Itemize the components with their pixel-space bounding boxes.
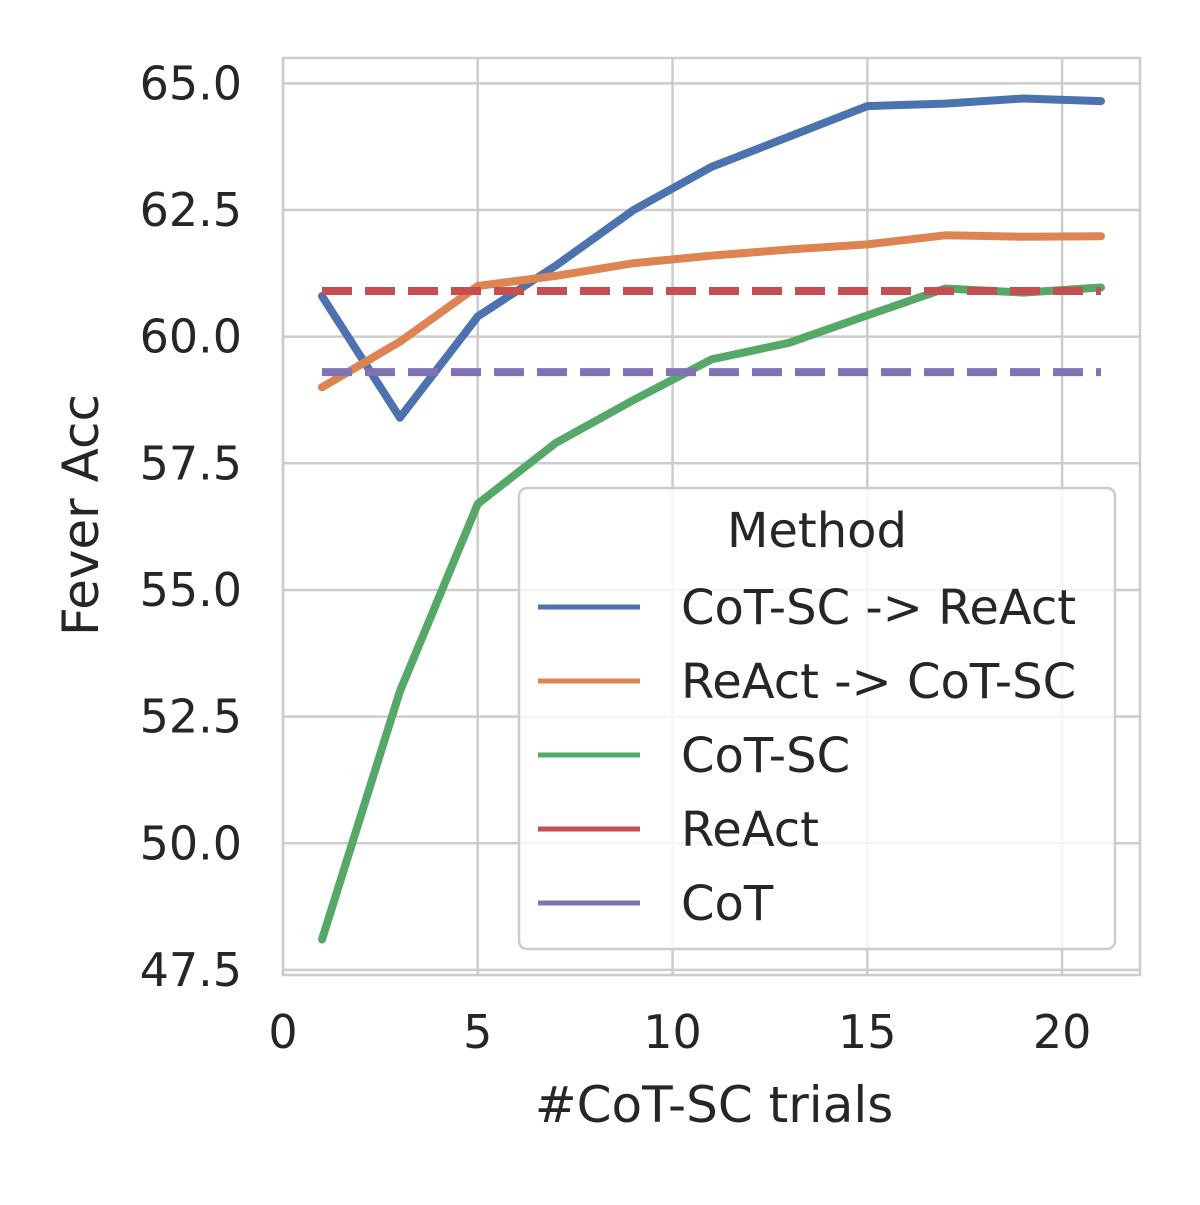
legend-box	[517, 486, 1117, 951]
x-tick-label: 15	[838, 1005, 897, 1059]
legend-label: ReAct -> CoT-SC	[681, 654, 1076, 710]
y-tick-labels: 47.5 50.0 52.5 55.0 57.5 60.0 62.5 65.0	[140, 56, 242, 997]
y-tick-label: 52.5	[140, 690, 242, 744]
y-tick-label: 55.0	[140, 563, 242, 617]
y-tick-label: 60.0	[140, 310, 242, 364]
legend-label: CoT-SC	[681, 728, 850, 784]
y-tick-label: 57.5	[140, 436, 242, 490]
series-line-1	[318, 231, 1105, 392]
plot-frame	[281, 56, 1142, 977]
x-tick-labels: 0 5 10 15 20	[268, 1005, 1091, 1059]
legend-items: CoT-SC -> ReAct ReAct -> CoT-SC CoT-SC ReAc…	[538, 580, 1076, 932]
series-layer	[318, 94, 1105, 944]
x-tick-label: 5	[463, 1005, 492, 1059]
y-tick-label: 50.0	[140, 816, 242, 870]
legend-label: CoT	[681, 876, 774, 932]
legend-label: CoT-SC -> ReAct	[681, 580, 1076, 636]
y-axis-label: Fever Acc	[52, 394, 110, 636]
x-tick-label: 10	[643, 1005, 702, 1059]
series-line-0	[318, 94, 1105, 422]
y-tick-label: 62.5	[140, 183, 242, 237]
x-axis-label: #CoT-SC trials	[535, 1076, 894, 1134]
x-tick-label: 20	[1033, 1005, 1092, 1059]
x-tick-label: 0	[268, 1005, 297, 1059]
y-tick-label: 65.0	[140, 56, 242, 110]
legend-label: ReAct	[681, 802, 819, 858]
legend-title: Method	[727, 503, 907, 559]
y-tick-label: 47.5	[140, 943, 242, 997]
